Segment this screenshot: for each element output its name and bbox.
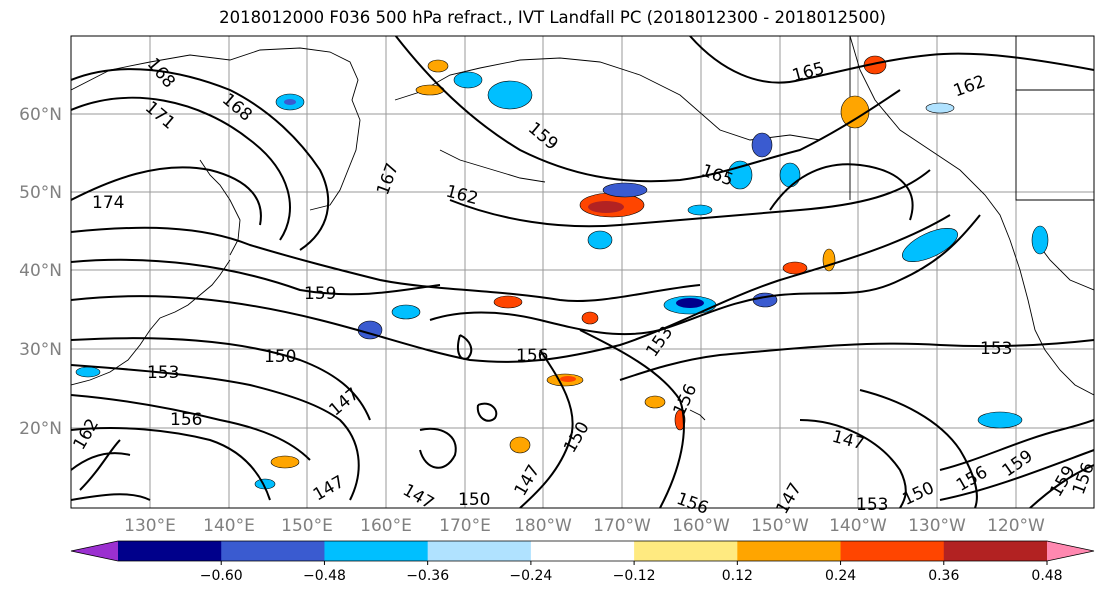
colorbar-tick-label: −0.12 (613, 568, 656, 584)
contour-label: 159 (304, 284, 336, 304)
contour-label: 156 (170, 410, 202, 430)
colorbar-segment (221, 541, 325, 561)
lon-label: 160°W (672, 516, 730, 536)
lon-label: 130°E (124, 516, 176, 536)
contour-label: 156 (516, 346, 548, 366)
contour-label: 153 (856, 495, 888, 515)
lat-label: 60°N (19, 105, 62, 125)
map-background (71, 36, 1094, 508)
contour-label: 150 (264, 347, 296, 367)
graticule (71, 36, 1094, 508)
contour-label: 174 (92, 193, 124, 213)
lon-label: 150°W (751, 516, 809, 536)
colorbar-segment (324, 541, 429, 561)
latitude-labels: 60°N 50°N 40°N 30°N 20°N (19, 105, 62, 439)
lon-label: 140°W (829, 516, 887, 536)
lat-label: 50°N (19, 183, 62, 203)
colorbar-segment (943, 541, 1048, 561)
colorbar-tick-label: 0.36 (928, 568, 959, 584)
shaded-anomalies (75, 55, 1049, 490)
colorbar-segment (427, 541, 532, 561)
lon-label: 180°W (514, 516, 572, 536)
colorbar-tick-label: 0.24 (825, 568, 856, 584)
longitude-labels: 130°E 140°E 150°E 160°E 170°E 180°W 170°… (124, 516, 1045, 536)
colorbar: −0.60 −0.48 −0.36 −0.24 −0.12 0.12 0.24 0.36 0.4… (70, 540, 1095, 584)
lat-label: 40°N (19, 261, 62, 281)
lon-label: 150°E (281, 516, 333, 536)
lon-label: 170°E (439, 516, 491, 536)
contour-label: 153 (980, 339, 1012, 359)
map-frame (70, 35, 1095, 509)
lon-label: 130°W (908, 516, 966, 536)
lat-label: 20°N (19, 419, 62, 439)
lon-label: 120°W (987, 516, 1045, 536)
colorbar-tick-label: −0.48 (303, 568, 346, 584)
map-title: 2018012000 F036 500 hPa refract., IVT La… (219, 8, 886, 27)
contour-lines (71, 36, 1094, 508)
colorbar-segment (530, 541, 635, 561)
lat-label: 30°N (19, 340, 62, 360)
lon-label: 170°W (593, 516, 651, 536)
contour-label: 153 (147, 363, 179, 383)
lon-label: 160°E (360, 516, 412, 536)
contour-label: 150 (458, 490, 490, 510)
lon-label: 140°E (203, 516, 255, 536)
colorbar-extend-high (1047, 541, 1094, 561)
colorbar-tick-label: −0.36 (406, 568, 449, 584)
colorbar-extend-low (71, 541, 118, 561)
colorbar-segment (840, 541, 945, 561)
colorbar-segment (737, 541, 842, 561)
colorbar-outline (70, 540, 1095, 562)
colorbar-segment (634, 541, 738, 561)
colorbar-tick-label: 0.48 (1031, 568, 1062, 584)
colorbar-tick-label: −0.60 (200, 568, 243, 584)
colorbar-tick-label: −0.24 (509, 568, 552, 584)
colorbar-tick-label: 0.12 (722, 568, 753, 584)
colorbar-segment (118, 541, 222, 561)
